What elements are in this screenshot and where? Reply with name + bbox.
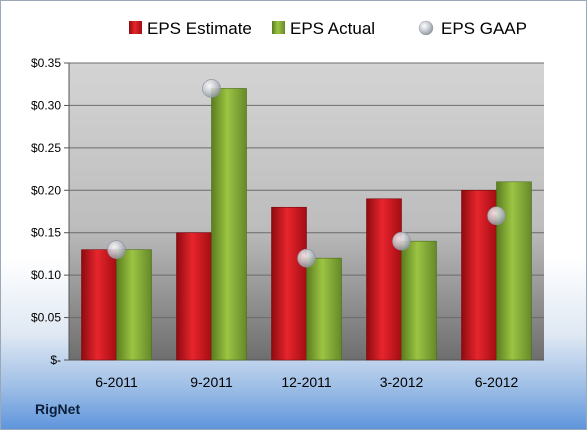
y-tick-label: $0.25: [31, 141, 61, 155]
bar-eps-actual: [116, 249, 152, 361]
y-tick-label: $0.35: [31, 56, 61, 70]
marker-eps-gaap: [392, 231, 411, 251]
legend-swatch-estimate: [129, 21, 142, 34]
x-axis: 6-2011 9-2011 12-2011 3-2012 6-2012: [95, 374, 518, 390]
bar-eps-estimate: [176, 232, 212, 361]
bar-eps-estimate: [271, 206, 307, 361]
x-tick-label: 12-2011: [281, 374, 332, 390]
legend-label-estimate: EPS Estimate: [147, 19, 252, 38]
x-tick-label: 3-2012: [380, 374, 424, 390]
bars: [81, 88, 532, 361]
bar-eps-estimate: [366, 198, 402, 361]
y-tick-label: $-: [50, 353, 61, 367]
legend-swatch-gaap: [418, 20, 434, 36]
y-tick-label: $0.20: [31, 183, 61, 197]
legend-label-gaap: EPS GAAP: [441, 19, 527, 38]
marker-eps-gaap: [297, 248, 316, 268]
bar-eps-actual: [401, 240, 437, 361]
y-tick-label: $0.30: [31, 98, 61, 112]
marker-eps-gaap: [107, 240, 126, 259]
y-tick-label: $0.10: [31, 268, 61, 282]
x-tick-label: 9-2011: [190, 374, 233, 390]
company-name: RigNet: [35, 401, 81, 417]
legend-label-actual: EPS Actual: [290, 19, 375, 38]
y-tick-label: $0.15: [31, 226, 61, 240]
bar-eps-estimate: [81, 249, 117, 361]
marker-eps-gaap: [487, 206, 506, 226]
legend: EPS Estimate EPS Actual EPS GAAP: [129, 19, 527, 38]
legend-swatch-actual: [272, 21, 285, 34]
marker-eps-gaap: [202, 79, 221, 98]
x-tick-label: 6-2011: [95, 374, 138, 390]
x-tick-label: 6-2012: [475, 374, 519, 390]
gaap-markers: [107, 79, 506, 268]
y-tick-label: $0.05: [31, 311, 61, 325]
bar-eps-actual: [211, 88, 247, 361]
bar-eps-actual: [306, 257, 342, 361]
y-axis: $- $0.05 $0.10 $0.15 $0.20 $0.25 $0.30 $0.35: [31, 56, 70, 367]
